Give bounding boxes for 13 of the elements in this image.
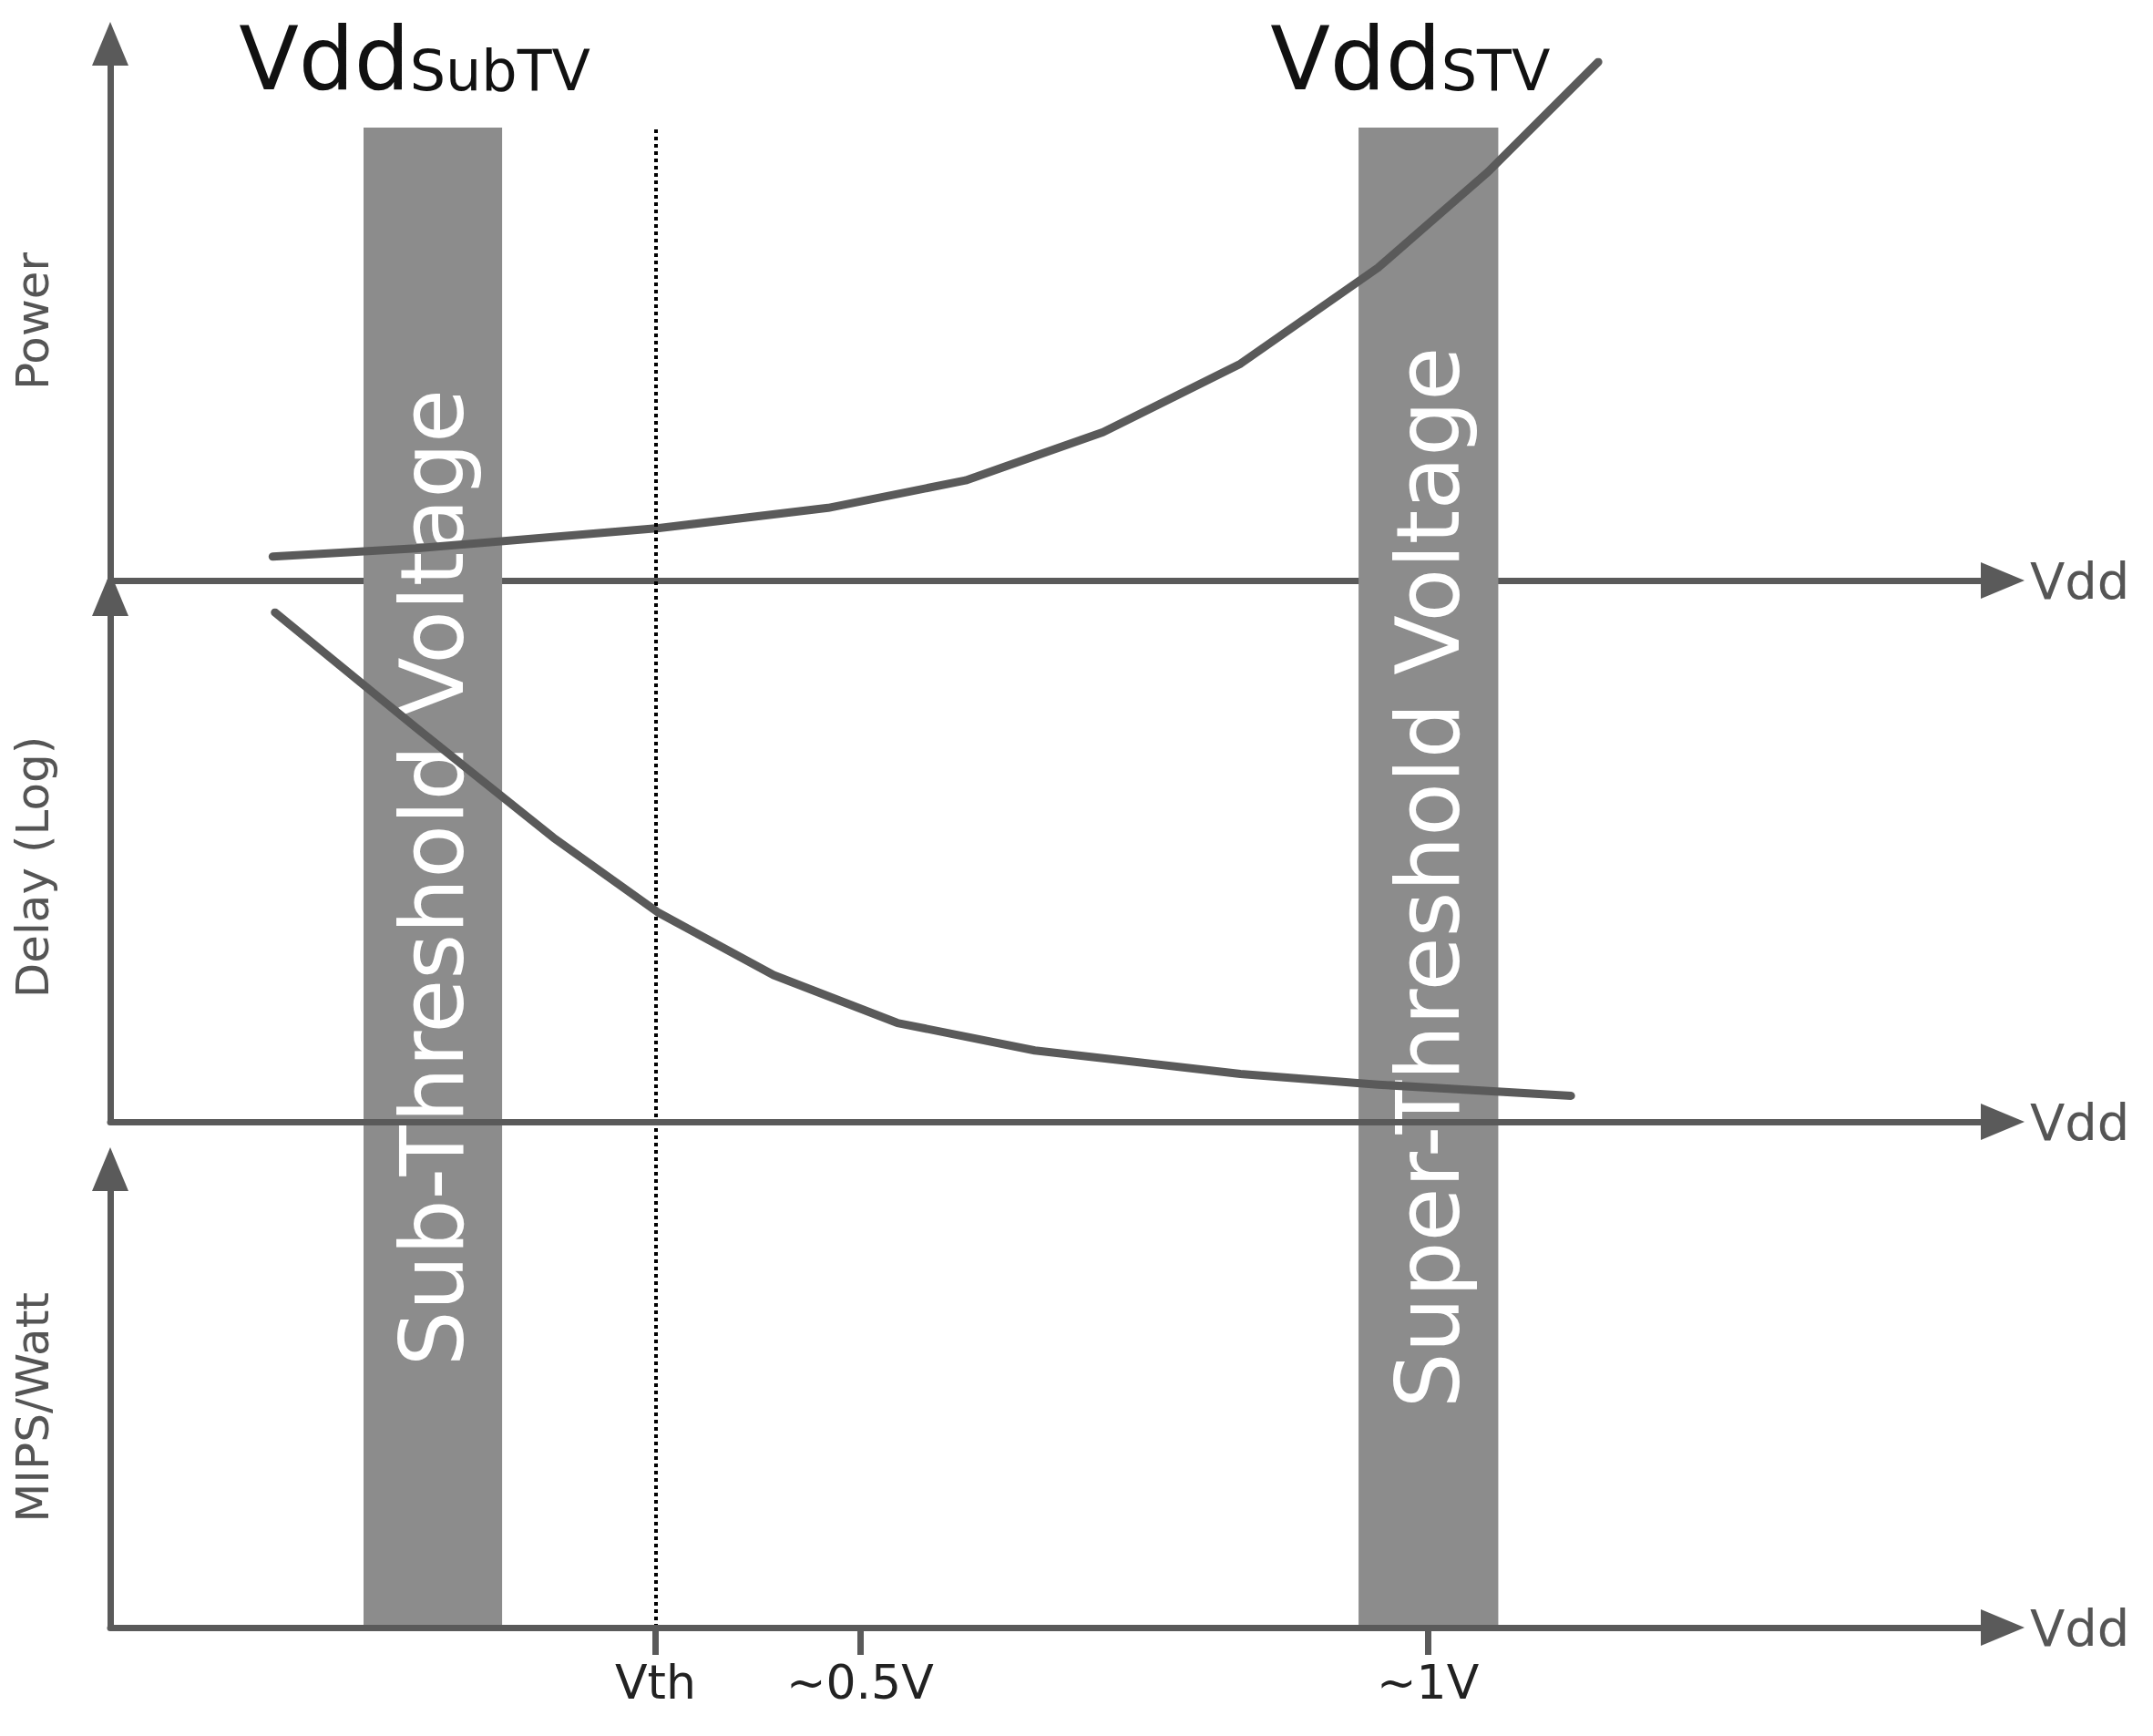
- x-tick-label: Vth: [614, 1655, 696, 1710]
- annotation: VddSubTV: [239, 8, 590, 110]
- x-axis-title: Vdd: [2030, 550, 2130, 611]
- band-label: Sub-Threshold Voltage: [382, 388, 485, 1367]
- x-tick-label: ~1V: [1377, 1655, 1480, 1710]
- x-axis-title: Vdd: [2030, 1092, 2130, 1152]
- annotation: VddSTV: [1270, 8, 1551, 110]
- x-tick-label: ~0.5V: [785, 1655, 935, 1710]
- text: MIPS/Watt: [6, 1292, 59, 1523]
- y-axis-title: Power: [6, 252, 59, 391]
- y-axis-title: Delay (Log): [6, 735, 59, 999]
- text: Vdd: [2030, 1597, 2130, 1658]
- band-label: Super-Threshold Voltage: [1377, 346, 1480, 1409]
